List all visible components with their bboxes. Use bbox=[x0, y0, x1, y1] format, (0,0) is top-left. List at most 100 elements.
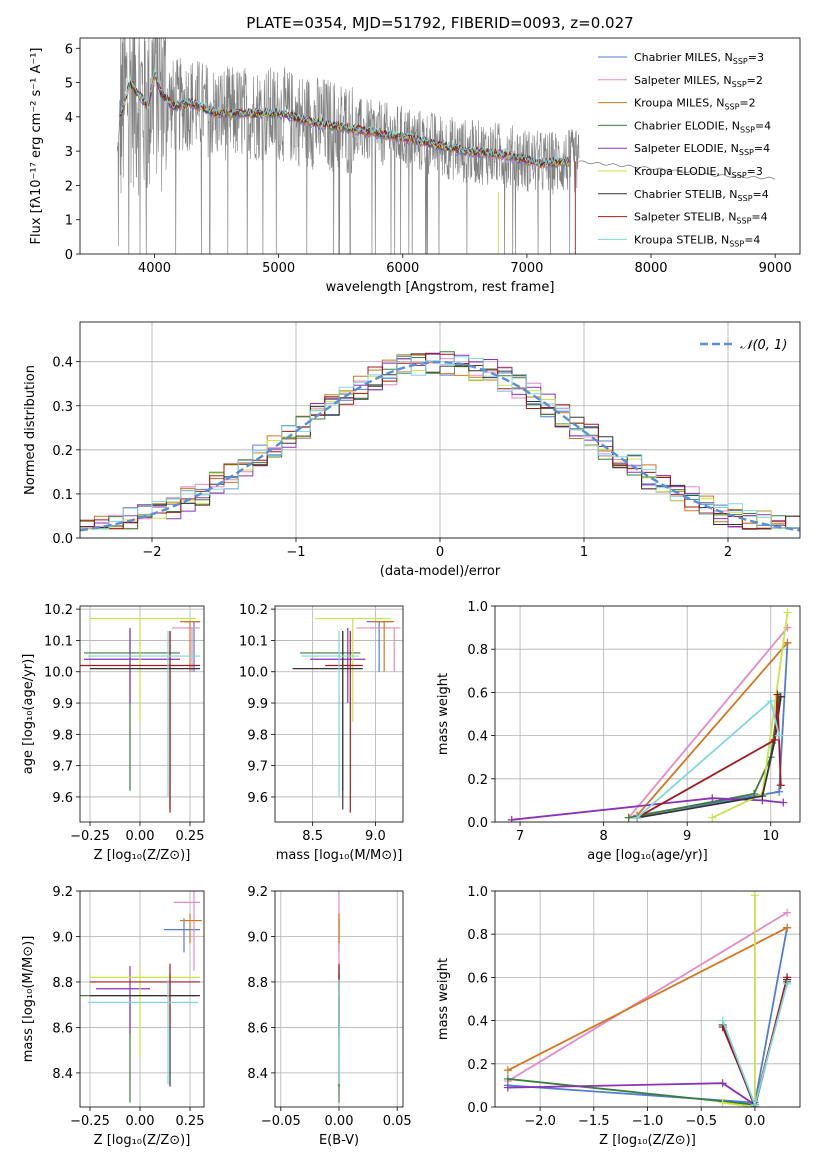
x-tick-label: 6000 bbox=[386, 261, 419, 276]
mass-weight-marker bbox=[770, 735, 779, 744]
y-tick-label: 9.0 bbox=[247, 930, 268, 945]
y-tick-label: 0 bbox=[65, 248, 73, 263]
legend-label-main: Chabrier ELODIE, N bbox=[634, 119, 740, 132]
mass-weight-marker bbox=[758, 792, 767, 801]
mass-weight-marker bbox=[783, 608, 792, 617]
mass-weight-marker bbox=[775, 787, 784, 796]
y-tick-label: 9.6 bbox=[52, 791, 73, 806]
y-tick-label: 8.8 bbox=[247, 976, 268, 991]
mass-weight-marker bbox=[507, 815, 516, 822]
legend-label-end: =4 bbox=[753, 188, 769, 201]
y-tick-label: 0.4 bbox=[467, 1015, 488, 1030]
x-tick-label: 1 bbox=[580, 545, 588, 560]
residuals-plot-area bbox=[80, 351, 800, 532]
y-tick-label: 4 bbox=[65, 111, 73, 126]
legend-label-subscript: SSP bbox=[732, 80, 747, 89]
y-tick-label: 0.8 bbox=[467, 928, 488, 943]
y-tick-label: 9.6 bbox=[247, 791, 268, 806]
mass-weight-marker bbox=[718, 1016, 727, 1025]
mass-weight-marker bbox=[624, 813, 633, 822]
x-axis-label: mass [log₁₀(M/M⊙)] bbox=[276, 848, 403, 863]
legend-label: Chabrier STELIB, NSSP=4 bbox=[634, 188, 769, 203]
x-tick-label: 9.0 bbox=[365, 829, 386, 844]
mass-weight-line bbox=[722, 895, 756, 1107]
x-tick-label: 0.00 bbox=[126, 1114, 155, 1129]
x-tick-label: 8000 bbox=[634, 261, 667, 276]
y-axis-label: mass weight bbox=[436, 958, 451, 1040]
y-tick-label: 10.2 bbox=[44, 603, 73, 618]
y-tick-label: 8.6 bbox=[247, 1021, 268, 1036]
y-tick-label: 9.2 bbox=[52, 885, 73, 900]
legend-label: Salpeter STELIB, NSSP=4 bbox=[634, 211, 768, 226]
y-tick-label: 9.0 bbox=[52, 930, 73, 945]
legend-label: Chabrier ELODIE, NSSP=4 bbox=[634, 119, 771, 134]
y-tick-label: 0.0 bbox=[467, 1101, 488, 1116]
legend-label: Chabrier MILES, NSSP=3 bbox=[634, 51, 764, 66]
x-tick-label: −1 bbox=[286, 545, 305, 560]
mass-weight-marker bbox=[750, 789, 759, 798]
y-tick-label: 1.0 bbox=[467, 600, 488, 615]
mass-weight-marker bbox=[503, 1083, 512, 1092]
x-tick-label: −0.25 bbox=[70, 1114, 110, 1129]
legend-label-end: =4 bbox=[751, 211, 767, 224]
mass-weight-vs-metallicity-panel: −2.0 −1.5 −1.0 −0.5 0.0 0.0 0.2 0.4 0.6 0.8 1.0 Z [… bbox=[436, 885, 801, 1148]
y-tick-label: 0.1 bbox=[52, 488, 73, 503]
x-tick-label: −0.5 bbox=[685, 1114, 717, 1129]
plot-frame bbox=[494, 605, 801, 823]
y-axis-label: mass [log₁₀(M/M⊙)] bbox=[21, 936, 36, 1063]
normal-distribution-curve bbox=[80, 360, 800, 532]
mass-weight-vs-age-panel: 7 8 9 10 0.0 0.2 0.4 0.6 0.8 1.0 age [log₁₀(age/yr… bbox=[436, 600, 801, 863]
y-tick-label: 8.8 bbox=[52, 976, 73, 991]
y-tick-label: 0.3 bbox=[52, 400, 73, 415]
plot-frame bbox=[79, 37, 801, 255]
y-axis-label: age [log₁₀(age/yr)] bbox=[21, 654, 36, 775]
x-tick-label: 7 bbox=[516, 829, 524, 844]
y-tick-label: 0.2 bbox=[467, 1058, 488, 1073]
x-axis-label: Z [log₁₀(Z/Z⊙)] bbox=[599, 1133, 696, 1148]
y-tick-label: 10.0 bbox=[239, 666, 268, 681]
plot-area bbox=[507, 608, 792, 822]
x-tick-label: 9000 bbox=[759, 261, 792, 276]
mass-weight-line bbox=[511, 797, 784, 821]
y-tick-label: 9.2 bbox=[247, 885, 268, 900]
y-tick-label: 9.9 bbox=[52, 697, 73, 712]
mass-weight-marker bbox=[766, 697, 775, 706]
x-tick-label: 10 bbox=[762, 829, 779, 844]
legend-label: 𝒩(0, 1) bbox=[740, 338, 787, 353]
legend-label-main: Chabrier STELIB, N bbox=[634, 188, 738, 201]
observed-spectrum-line bbox=[116, 38, 580, 254]
x-tick-label: 9 bbox=[683, 829, 691, 844]
x-tick-label: 0.00 bbox=[126, 829, 155, 844]
legend-label-end: =4 bbox=[754, 142, 770, 155]
residual-histogram-step bbox=[80, 352, 800, 529]
mass-weight-marker bbox=[503, 1066, 512, 1075]
mass-weight-marker bbox=[779, 798, 788, 807]
mass-weight-marker bbox=[776, 781, 785, 790]
legend-label-main: Salpeter ELODIE, N bbox=[634, 142, 739, 155]
legend-label-end: =2 bbox=[739, 97, 755, 110]
y-tick-label: 9.7 bbox=[247, 760, 268, 775]
mass-weight-line bbox=[507, 926, 788, 1072]
x-tick-label: 5000 bbox=[262, 261, 295, 276]
x-axis-label: age [log₁₀(age/yr)] bbox=[587, 848, 708, 863]
age-vs-metallicity-panel: −0.25 0.00 0.25 9.6 9.7 9.8 9.9 10.0 10.1 10.2 Z [… bbox=[21, 603, 204, 863]
x-tick-label: 0.25 bbox=[176, 1114, 205, 1129]
legend-label-subscript: SSP bbox=[729, 239, 744, 248]
x-tick-label: 0.0 bbox=[745, 1114, 766, 1129]
mass-vs-extinction-panel: −0.05 0.00 0.05 8.4 8.6 8.8 9.0 9.2 E(B-V) bbox=[247, 885, 411, 1148]
x-tick-label: 8.5 bbox=[302, 829, 323, 844]
y-axis-label: Flux [fλ10⁻¹⁷ erg cm⁻² s⁻¹ A⁻¹] bbox=[29, 48, 44, 245]
x-tick-label: −2.0 bbox=[524, 1114, 556, 1129]
y-tick-label: 0.6 bbox=[467, 971, 488, 986]
y-tick-label: 8.6 bbox=[52, 1021, 73, 1036]
legend-label-subscript: SSP bbox=[740, 125, 755, 134]
y-tick-label: 0.2 bbox=[52, 444, 73, 459]
legend-label-subscript: SSP bbox=[724, 103, 739, 112]
mass-weight-marker bbox=[783, 923, 792, 932]
y-tick-label: 0.0 bbox=[467, 816, 488, 831]
x-axis-label: E(B-V) bbox=[319, 1133, 359, 1148]
legend-label-main: Chabrier MILES, N bbox=[634, 51, 733, 64]
plot-frame bbox=[79, 605, 205, 823]
plot-area bbox=[80, 891, 202, 1103]
